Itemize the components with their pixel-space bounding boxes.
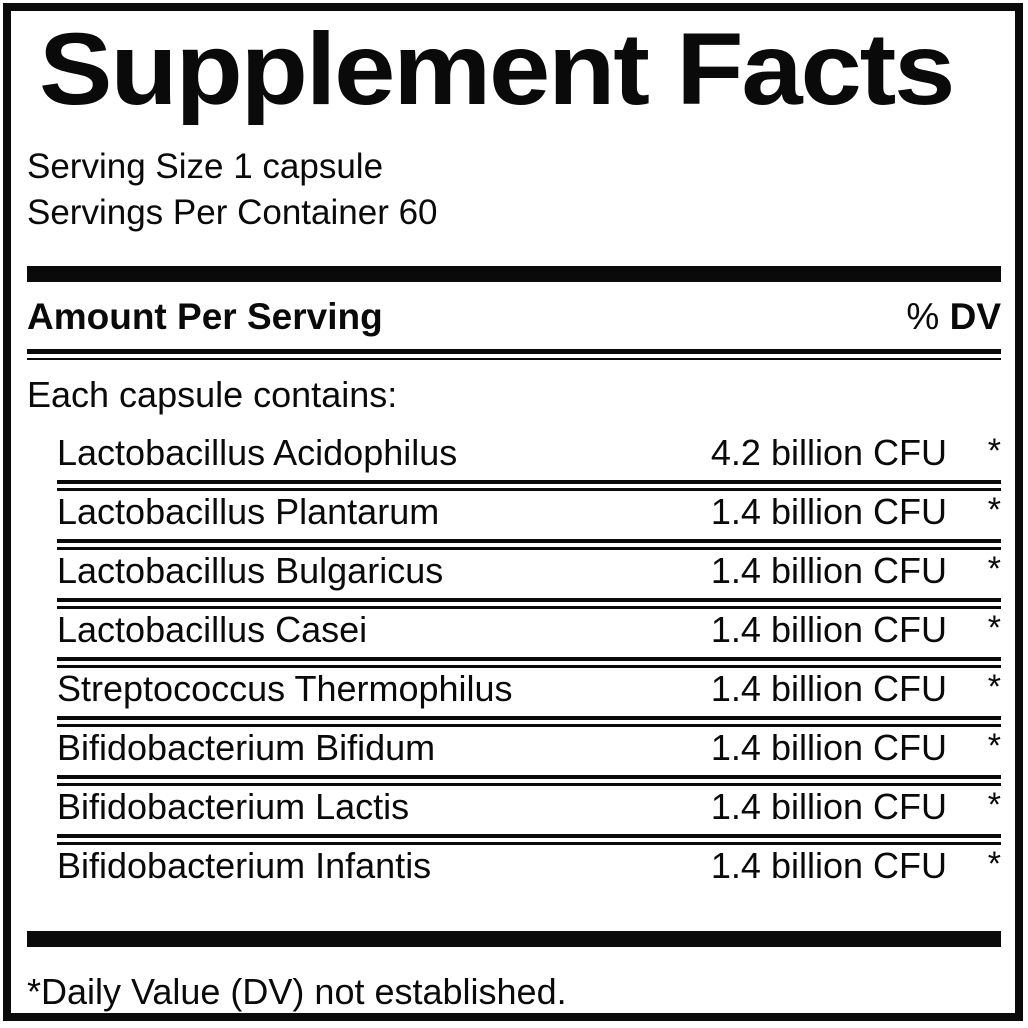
ingredient-row: Streptococcus Thermophilus 1.4 billion C… (27, 668, 1001, 716)
row-separator (57, 833, 1001, 845)
ingredient-name: Bifidobacterium Infantis (57, 844, 432, 886)
ingredient-dv-asterisk: * (987, 490, 1001, 529)
ingredient-row: Bifidobacterium Bifidum 1.4 billion CFU … (27, 727, 1001, 775)
row-separator (57, 538, 1001, 550)
thick-divider-top (27, 266, 1001, 283)
ingredient-dv-asterisk: * (987, 549, 1001, 588)
ingredient-list: Lactobacillus Acidophilus 4.2 billion CF… (27, 432, 1001, 893)
ingredient-dv-asterisk: * (987, 844, 1001, 883)
ingredient-row: Lactobacillus Plantarum 1.4 billion CFU … (27, 491, 1001, 539)
ingredient-amount: 1.4 billion CFU (710, 785, 947, 827)
row-separator (57, 597, 1001, 609)
dv-label: DV (949, 296, 1001, 338)
ingredient-row: Lactobacillus Acidophilus 4.2 billion CF… (27, 432, 1001, 480)
ingredient-dv-asterisk: * (987, 726, 1001, 765)
ingredient-name: Lactobacillus Acidophilus (57, 431, 458, 473)
row-separator (57, 479, 1001, 491)
ingredient-row: Lactobacillus Casei 1.4 billion CFU * (27, 609, 1001, 657)
double-rule-header (27, 348, 1001, 360)
contains-heading: Each capsule contains: (27, 373, 398, 415)
row-separator (57, 774, 1001, 786)
ingredient-name: Bifidobacterium Lactis (57, 785, 410, 827)
ingredient-row: Bifidobacterium Lactis 1.4 billion CFU * (27, 786, 1001, 834)
ingredient-name: Lactobacillus Plantarum (57, 490, 440, 532)
supplement-facts-panel: Supplement Facts Serving Size 1 capsule … (3, 3, 1023, 1021)
ingredient-dv-asterisk: * (987, 785, 1001, 824)
ingredient-dv-asterisk: * (987, 667, 1001, 706)
ingredient-amount: 1.4 billion CFU (710, 844, 947, 886)
ingredient-amount: 1.4 billion CFU (710, 608, 947, 650)
ingredient-dv-asterisk: * (987, 431, 1001, 470)
ingredient-amount: 4.2 billion CFU (710, 431, 947, 473)
panel-title: Supplement Facts (39, 12, 955, 126)
row-separator (57, 656, 1001, 668)
ingredient-amount: 1.4 billion CFU (710, 490, 947, 532)
percent-dv-label: % DV (906, 294, 1001, 340)
ingredient-name: Streptococcus Thermophilus (57, 667, 513, 709)
dv-footnote: *Daily Value (DV) not established. (27, 970, 567, 1012)
ingredient-amount: 1.4 billion CFU (710, 726, 947, 768)
amount-per-serving-label: Amount Per Serving (27, 296, 383, 338)
ingredient-dv-asterisk: * (987, 608, 1001, 647)
row-separator (57, 715, 1001, 727)
ingredient-amount: 1.4 billion CFU (710, 667, 947, 709)
servings-per-container-line: Servings Per Container 60 (27, 193, 438, 233)
ingredient-name: Lactobacillus Bulgaricus (57, 549, 444, 591)
column-header-row: Amount Per Serving % DV (27, 294, 1001, 340)
ingredient-name: Bifidobacterium Bifidum (57, 726, 436, 768)
ingredient-row: Lactobacillus Bulgaricus 1.4 billion CFU… (27, 550, 1001, 598)
ingredient-name: Lactobacillus Casei (57, 608, 368, 650)
serving-size-line: Serving Size 1 capsule (27, 146, 384, 186)
thick-divider-bottom (27, 930, 1001, 947)
ingredient-row: Bifidobacterium Infantis 1.4 billion CFU… (27, 845, 1001, 893)
ingredient-amount: 1.4 billion CFU (710, 549, 947, 591)
percent-sign: % (906, 296, 940, 338)
serving-info: Serving Size 1 capsule Servings Per Cont… (27, 144, 1001, 236)
